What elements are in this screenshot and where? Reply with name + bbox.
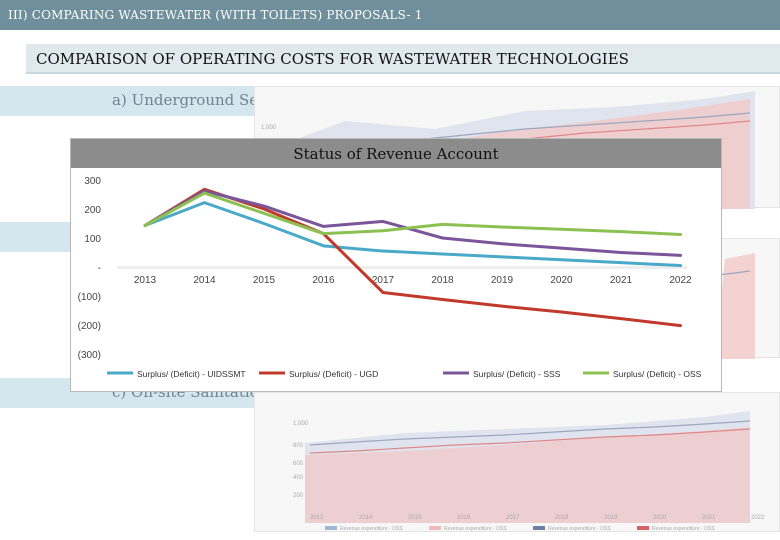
bg-tick-4: 400	[293, 475, 304, 481]
background-chart-b-svg	[715, 253, 755, 359]
bg-legend: Revenue expenditure - OSS Revenue expendi…	[325, 526, 715, 532]
bg-area-3	[715, 253, 755, 359]
bg-tick-2: 800	[293, 443, 304, 449]
bg-x-label: 2018	[555, 515, 569, 521]
chart-title: Status of Revenue Account	[293, 145, 499, 163]
y-tick-label: -	[98, 263, 101, 274]
bg-line-5	[309, 428, 751, 454]
y-tick-label: 200	[84, 205, 101, 216]
bg-area-5	[305, 427, 750, 523]
legend-label: Surplus/ (Deficit) - SSS	[473, 369, 561, 379]
bg-tick-1: 1,000	[293, 421, 309, 427]
y-tick-label: (200)	[78, 321, 101, 332]
series-line-3	[143, 191, 682, 237]
x-tick-label: 2020	[550, 275, 573, 286]
x-axis: 2013 2014 2015 2016 2017 2018 2019 2020 2021 2022	[134, 275, 692, 286]
bg-x-label: 2020	[653, 515, 667, 521]
legend-label: Surplus/ (Deficit) - UIDSSMT	[137, 369, 246, 379]
x-tick-label: 2015	[253, 275, 276, 286]
legend-label: Surplus/ (Deficit) - OSS	[613, 369, 702, 379]
y-axis: 300 200 100 - (100) (200) (300)	[78, 176, 687, 361]
chart-legend: Surplus/ (Deficit) - UIDSSMT Surplus/ (De…	[107, 369, 702, 379]
y-tick-label: (300)	[78, 350, 101, 361]
bg-x-label: 2019	[604, 515, 618, 521]
chart-title-bar: Status of Revenue Account	[71, 139, 721, 168]
y-tick-label: (100)	[78, 292, 101, 303]
revenue-chart-popup: Status of Revenue Account 300 200 100 - (100…	[70, 138, 722, 392]
bg-line-1	[404, 112, 751, 142]
x-tick-label: 2018	[431, 275, 454, 286]
bg-x-label: 2014	[359, 515, 373, 521]
series-line-0	[143, 201, 682, 268]
x-tick-label: 2014	[193, 275, 216, 286]
x-tick-label: 2017	[372, 275, 395, 286]
bg-legend-swatch	[325, 526, 337, 530]
bg-legend-swatch	[429, 526, 441, 530]
bg-x-label: 2015	[408, 515, 422, 521]
bg-x-label: 2016	[457, 515, 471, 521]
page-title: COMPARISON OF OPERATING COSTS FOR WASTEW…	[36, 50, 629, 68]
series-line-2	[143, 189, 682, 257]
bg-x-label: 2013	[310, 515, 324, 521]
bg-tick-3: 600	[293, 461, 304, 467]
bg-tick-5: 200	[293, 493, 304, 499]
bg-x-label: 2017	[506, 515, 520, 521]
y-tick-label: 100	[84, 234, 101, 245]
x-tick-label: 2013	[134, 275, 157, 286]
bg-legend-label: Revenue expenditure - OSS	[340, 526, 403, 532]
bg-x-labels: 2013 2014 2015 2016 2017 2018 2019 2020 2021 2022	[310, 515, 765, 521]
page-banner: COMPARISON OF OPERATING COSTS FOR WASTEW…	[26, 44, 780, 74]
bg-legend-label: Revenue expenditure - OSS	[652, 526, 715, 532]
background-chart-c: 1,000 800 600 400 200 2013 2014 2015 2016 20…	[254, 392, 780, 532]
bg-line-3	[716, 270, 751, 276]
background-chart-c-svg: 1,000 800 600 400 200 2013 2014 2015 2016 20…	[293, 411, 765, 532]
y-tick-label: 300	[84, 176, 101, 187]
x-tick-label: 2021	[610, 275, 633, 286]
bg-legend-label: Revenue expenditure - OSS	[548, 526, 611, 532]
chart-series	[143, 187, 682, 328]
bg-legend-swatch	[533, 526, 545, 530]
x-tick-label: 2019	[491, 275, 514, 286]
section-header-bar: III) COMPARING WASTEWATER (WITH TOILETS)…	[0, 0, 780, 30]
bg-line-4	[309, 420, 751, 446]
section-title: III) COMPARING WASTEWATER (WITH TOILETS)…	[8, 8, 423, 22]
x-tick-label: 2022	[669, 275, 692, 286]
bg-x-label: 2022	[751, 515, 765, 521]
legend-label: Surplus/ (Deficit) - UGD	[289, 369, 378, 379]
bg-legend-swatch	[637, 526, 649, 530]
bg-tick-top: 1,000	[261, 125, 277, 131]
bg-x-label: 2021	[702, 515, 716, 521]
bg-legend-label: Revenue expenditure - OSS	[444, 526, 507, 532]
zero-baseline	[117, 266, 687, 269]
x-tick-label: 2016	[312, 275, 335, 286]
